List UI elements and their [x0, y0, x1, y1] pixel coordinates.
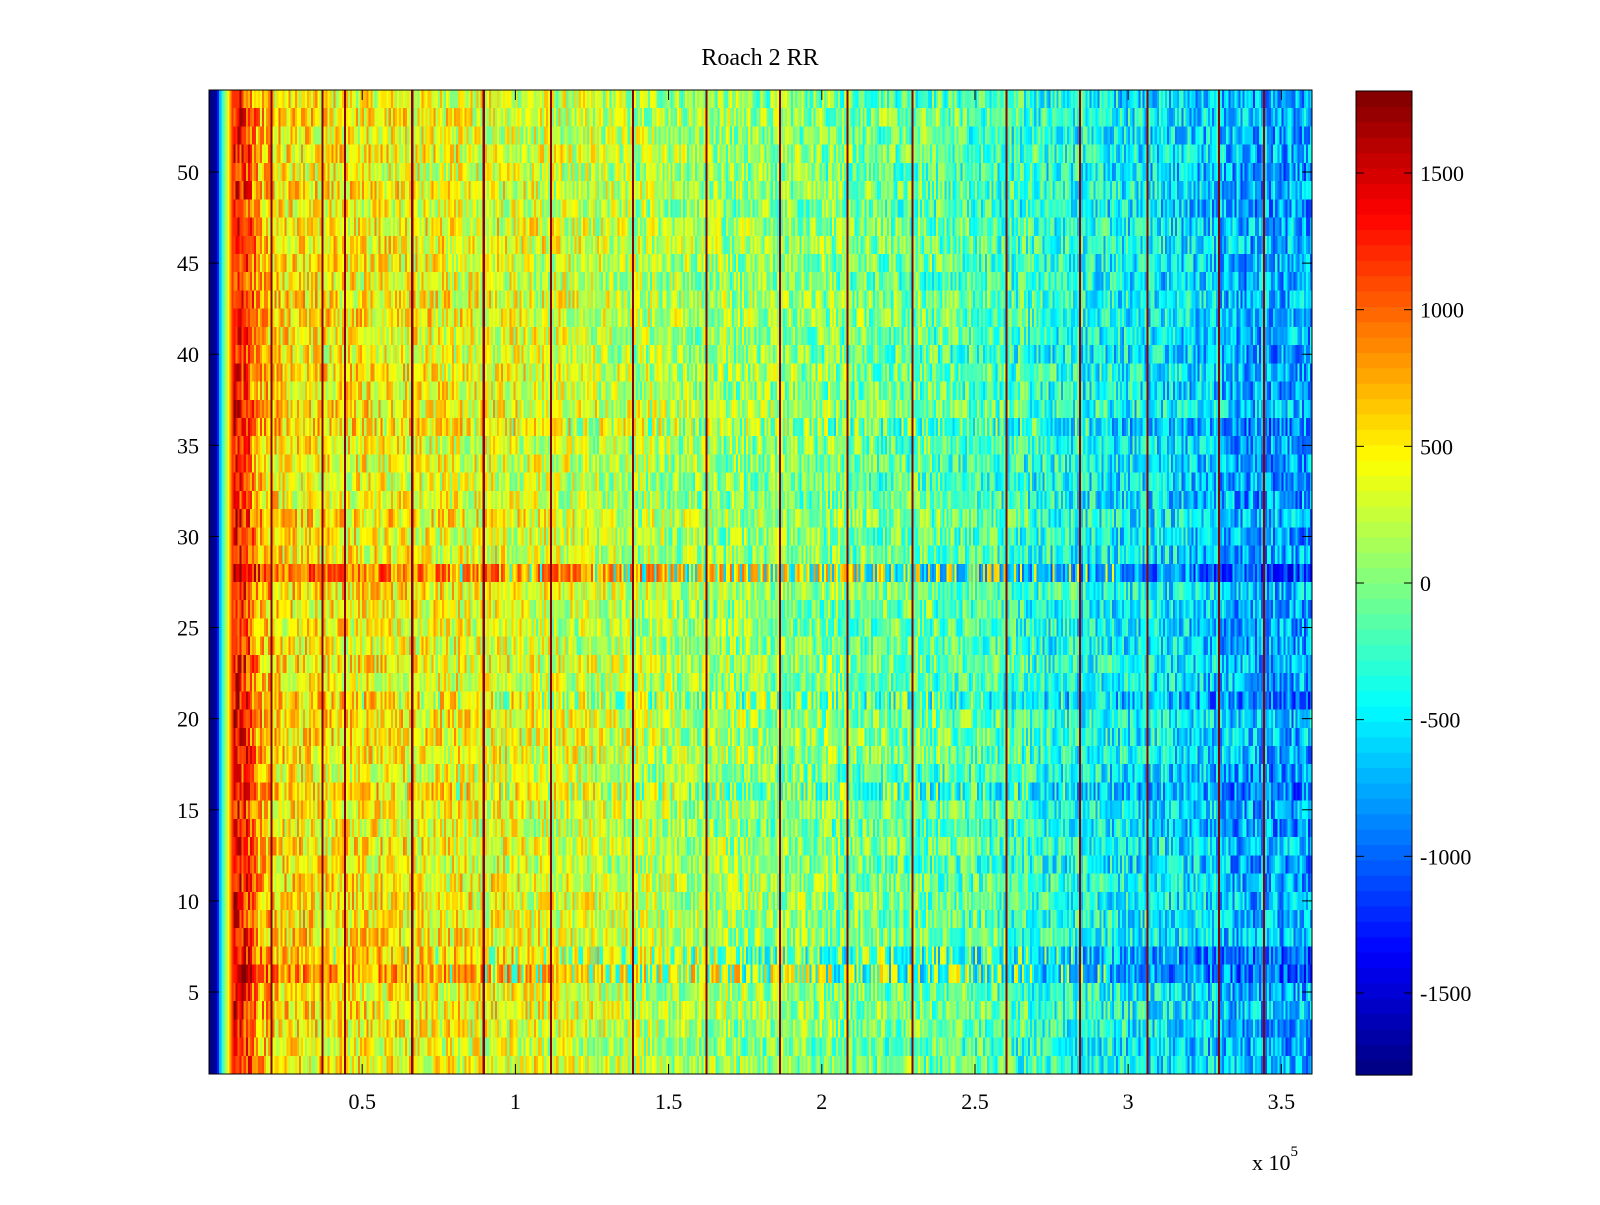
colorbar-segment — [1356, 460, 1412, 476]
colorbar-segment — [1356, 875, 1412, 892]
colorbar-segment — [1356, 998, 1412, 1015]
colorbar-segment — [1356, 921, 1412, 938]
colorbar-segment — [1356, 644, 1412, 661]
colorbar-segment — [1356, 767, 1412, 784]
colorbar-segment — [1356, 275, 1412, 292]
x-axis: 0.5 1 1.5 2 2.5 3 3.5 — [348, 90, 1295, 1114]
y-tick-label: 5 — [188, 980, 199, 1005]
colorbar-segment — [1356, 306, 1412, 323]
colorbar-segment — [1356, 91, 1412, 107]
plot-frame — [208, 89, 1313, 1075]
y-tick-label: 40 — [177, 342, 199, 367]
colorbar-tick-label: 1000 — [1420, 298, 1464, 323]
colorbar-segment — [1356, 1059, 1412, 1076]
y-tick-label: 25 — [177, 616, 199, 641]
y-tick-label: 20 — [177, 707, 199, 732]
y-tick-label: 10 — [177, 889, 199, 914]
colorbar-segment — [1356, 890, 1412, 907]
colorbar-segment — [1356, 782, 1412, 799]
colorbar-segment — [1356, 290, 1412, 307]
x-tick-label: 2.5 — [961, 1089, 989, 1114]
colorbar-segment — [1356, 982, 1412, 999]
colorbar-segment — [1356, 690, 1412, 707]
colorbar-segment — [1356, 429, 1412, 446]
colorbar-segment — [1356, 813, 1412, 830]
x-exponent-label: x 105 — [1252, 1144, 1298, 1175]
colorbar-segment — [1356, 629, 1412, 646]
x-tick-label: 3 — [1123, 1089, 1134, 1114]
y-tick-label: 35 — [177, 433, 199, 458]
colorbar-tick-label: 1500 — [1420, 161, 1464, 186]
colorbar-segment — [1356, 398, 1412, 415]
colorbar-segment — [1356, 183, 1412, 200]
colorbar-segment — [1356, 583, 1412, 599]
colorbar-segment — [1356, 244, 1412, 261]
colorbar-segment — [1356, 383, 1412, 400]
colorbar-segment — [1356, 167, 1412, 184]
colorbar-segment — [1356, 706, 1412, 722]
heatmap-image — [209, 90, 1312, 1074]
colorbar-segment — [1356, 152, 1412, 169]
colorbar-segment — [1356, 675, 1412, 692]
colorbar-segment — [1356, 214, 1412, 230]
y-tick-label: 15 — [177, 798, 199, 823]
y-axis: 5 10 15 20 25 30 35 40 45 50 — [177, 160, 1312, 1005]
colorbar-segment — [1356, 229, 1412, 246]
colorbar-segment — [1356, 1028, 1412, 1045]
x-tick-label: 1.5 — [655, 1089, 683, 1114]
colorbar-segment — [1356, 444, 1412, 461]
x-tick-label: 3.5 — [1268, 1089, 1296, 1114]
colorbar-tick-label: -500 — [1420, 708, 1460, 733]
colorbar — [1356, 91, 1412, 1076]
colorbar-tick-label: -1000 — [1420, 844, 1471, 869]
colorbar-tick-label: -1500 — [1420, 981, 1471, 1006]
colorbar-segment — [1356, 475, 1412, 492]
colorbar-segment — [1356, 613, 1412, 630]
colorbar-segment — [1356, 829, 1412, 845]
colorbar-segment — [1356, 121, 1412, 138]
colorbar-segment — [1356, 859, 1412, 876]
colorbar-segment — [1356, 1044, 1412, 1061]
colorbar-segment — [1356, 598, 1412, 615]
colorbar-segment — [1356, 521, 1412, 538]
y-tick-label: 45 — [177, 251, 199, 276]
colorbar-segment — [1356, 106, 1412, 123]
colorbar-segment — [1356, 721, 1412, 738]
colorbar-segment — [1356, 798, 1412, 815]
colorbar-segment — [1356, 844, 1412, 861]
colorbar-segment — [1356, 321, 1412, 338]
y-tick-label: 30 — [177, 524, 199, 549]
colorbar-segment — [1356, 490, 1412, 507]
colorbar-segment — [1356, 337, 1412, 353]
colorbar-tick-label: 500 — [1420, 434, 1453, 459]
colorbar-segment — [1356, 352, 1412, 369]
colorbar-segment — [1356, 506, 1412, 523]
colorbar-segment — [1356, 1013, 1412, 1030]
colorbar-segment — [1356, 936, 1412, 953]
colorbar-segment — [1356, 736, 1412, 753]
colorbar-segment — [1356, 552, 1412, 569]
chart-title: Roach 2 RR — [701, 45, 818, 71]
colorbar-segment — [1356, 659, 1412, 676]
colorbar-segment — [1356, 536, 1412, 553]
x-tick-label: 0.5 — [348, 1089, 376, 1114]
colorbar-segment — [1356, 967, 1412, 984]
colorbar-segment — [1356, 952, 1412, 968]
colorbar-segment — [1356, 367, 1412, 384]
x-tick-label: 1 — [510, 1089, 521, 1114]
colorbar-segment — [1356, 567, 1412, 584]
plot-area — [209, 90, 1312, 1074]
colorbar-segment — [1356, 198, 1412, 215]
colorbar-axis: 1500 1000 500 0 -500 -1000 -1500 — [1356, 161, 1471, 1006]
colorbar-segment — [1356, 260, 1412, 277]
y-tick-label: 50 — [177, 160, 199, 185]
colorbar-segment — [1356, 137, 1412, 154]
x-tick-label: 2 — [816, 1089, 827, 1114]
colorbar-segment — [1356, 905, 1412, 922]
colorbar-tick-label: 0 — [1420, 571, 1431, 596]
colorbar-segment — [1356, 413, 1412, 430]
colorbar-segment — [1356, 752, 1412, 769]
